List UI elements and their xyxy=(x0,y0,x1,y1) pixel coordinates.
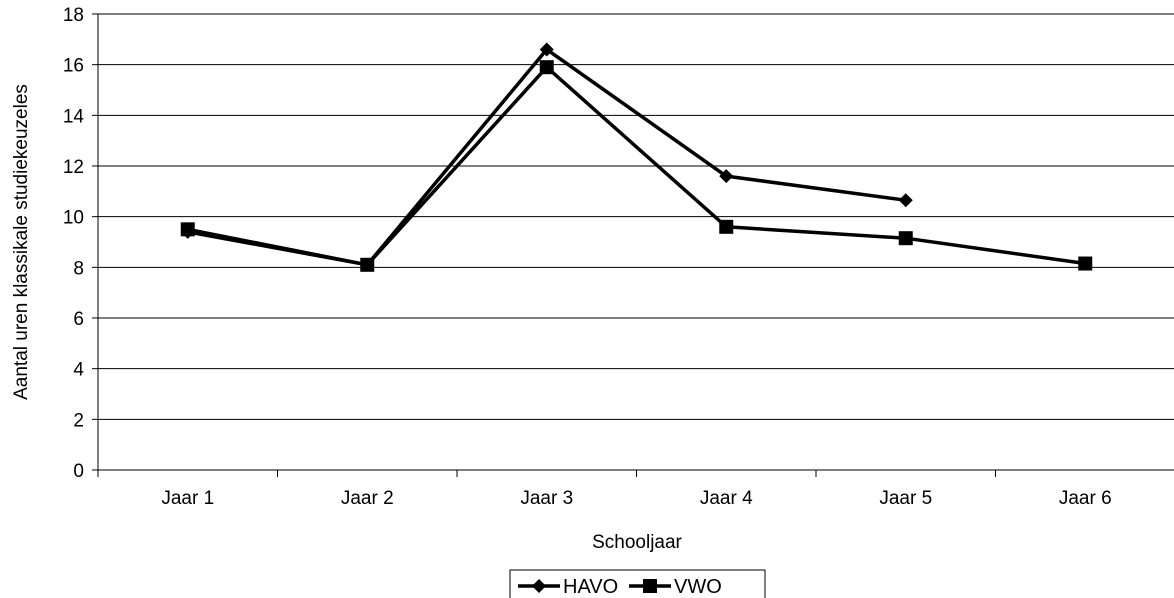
y-tick-label: 2 xyxy=(73,410,84,431)
y-tick-label: 16 xyxy=(63,56,84,77)
gridlines xyxy=(98,13,1174,420)
series-havo xyxy=(180,42,913,272)
x-tick-label: Jaar 3 xyxy=(520,488,573,509)
data-point-vwo xyxy=(719,219,734,234)
legend-label: VWO xyxy=(674,576,722,598)
data-point-havo xyxy=(539,42,554,57)
series-vwo xyxy=(180,60,1093,272)
y-tick-label: 10 xyxy=(63,208,84,229)
series-line-vwo xyxy=(187,65,1086,267)
y-tick-label: 4 xyxy=(73,360,84,381)
legend-label: HAVO xyxy=(563,576,618,598)
y-tick-label: 0 xyxy=(73,461,84,482)
y-tick-label: 14 xyxy=(63,106,85,127)
data-point-havo xyxy=(898,193,913,208)
data-point-vwo xyxy=(898,231,913,246)
x-tick-label: Jaar 4 xyxy=(700,488,753,509)
legend-item-havo: HAVO xyxy=(518,576,618,598)
x-tick-labels: Jaar 1 Jaar 2 Jaar 3 Jaar 4 Jaar 5 Jaar 6 xyxy=(161,488,1111,509)
x-tick-label: Jaar 2 xyxy=(341,488,394,509)
y-tick-label: 12 xyxy=(63,157,84,178)
legend-item-vwo: VWO xyxy=(629,576,722,598)
legend-marker xyxy=(643,579,657,593)
y-tick-label: 18 xyxy=(63,5,84,26)
legend-marker xyxy=(532,579,546,593)
legend: HAVO VWO xyxy=(509,569,766,598)
y-tick-labels: 0 2 4 6 8 10 12 14 16 18 xyxy=(63,5,85,482)
data-point-vwo xyxy=(360,257,375,272)
axes xyxy=(92,13,1174,477)
x-tick-label: Jaar 1 xyxy=(161,488,214,509)
x-tick-label: Jaar 6 xyxy=(1059,488,1112,509)
data-point-vwo xyxy=(180,222,195,237)
x-axis-title: Schooljaar xyxy=(592,532,682,553)
data-point-vwo xyxy=(539,60,554,75)
x-tick-label: Jaar 5 xyxy=(879,488,932,509)
data-point-havo xyxy=(719,169,734,184)
legend-box xyxy=(509,569,766,598)
y-tick-label: 8 xyxy=(73,258,84,279)
data-point-vwo xyxy=(1078,256,1093,271)
series xyxy=(180,42,1093,272)
y-axis-title: Aantal uren klassikale studiekeuzeles xyxy=(11,84,32,400)
y-tick-label: 6 xyxy=(73,309,84,330)
